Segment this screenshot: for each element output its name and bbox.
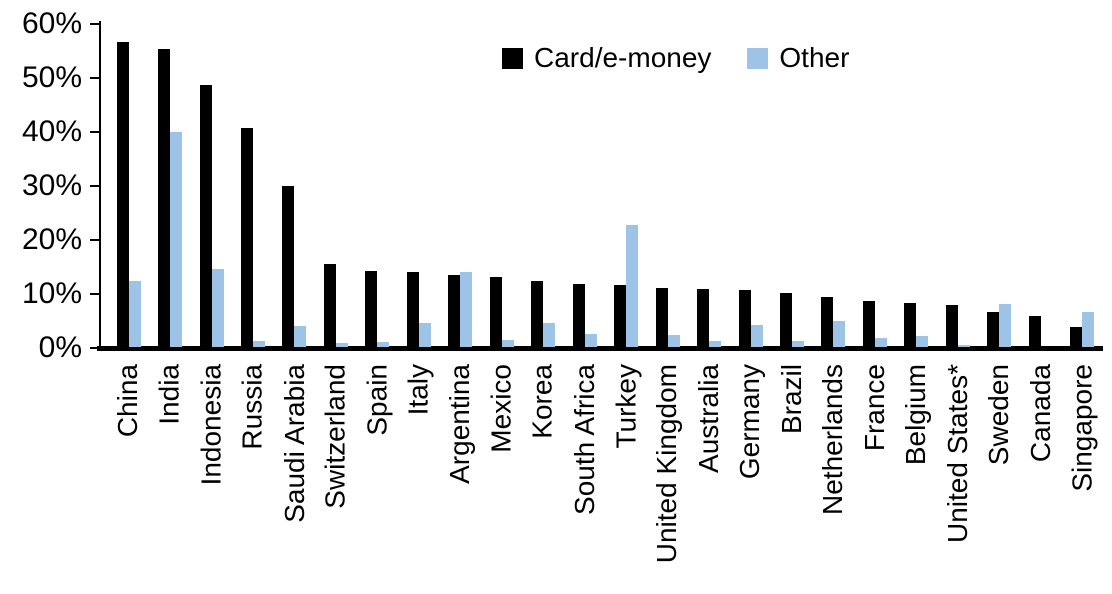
bar-card-e-money (697, 289, 710, 347)
x-category-label: Mexico (485, 364, 517, 453)
legend-item-other: Other (747, 42, 849, 74)
y-tick-label: 40% (21, 115, 82, 148)
bar-other (791, 341, 804, 347)
y-tick (90, 77, 100, 79)
bar-other (833, 321, 846, 347)
x-category-label: United Kingdom (651, 364, 683, 564)
bar-other (418, 323, 431, 347)
x-category-label: Netherlands (817, 364, 849, 515)
y-tick-label: 0% (38, 331, 82, 364)
bar-card-e-money (987, 312, 1000, 347)
bar-other (584, 334, 597, 347)
bar-other (543, 323, 556, 347)
bar-other (170, 132, 183, 347)
legend-swatch-card-e-money (502, 47, 523, 69)
bar-other (377, 342, 390, 347)
bar-other (335, 343, 348, 347)
bar-card-e-money (489, 277, 502, 347)
bar-other (709, 341, 722, 347)
bar-other (916, 336, 929, 347)
bar-other (1082, 312, 1095, 347)
x-category-label: Indonesia (195, 364, 227, 486)
y-tick-label: 20% (21, 223, 82, 256)
bar-other (626, 225, 639, 347)
bar-card-e-money (614, 285, 627, 347)
bar-other (252, 341, 265, 347)
x-category-label: Germany (734, 364, 766, 480)
bar-card-e-money (738, 290, 751, 347)
bar-card-e-money (116, 42, 129, 347)
y-axis-line (99, 21, 101, 351)
bar-card-e-money (945, 305, 958, 347)
legend-item-card-e-money: Card/e-money (502, 42, 711, 74)
x-category-label: Argentina (444, 364, 476, 484)
bar-other (957, 345, 970, 347)
y-tick (90, 23, 100, 25)
legend-label-other: Other (779, 42, 850, 73)
bar-card-e-money (406, 272, 419, 347)
x-category-label: Singapore (1066, 364, 1098, 492)
x-category-label: Canada (1024, 364, 1056, 463)
bar-card-e-money (862, 301, 875, 347)
y-tick (90, 131, 100, 133)
legend-swatch-other (747, 47, 769, 69)
x-category-label: Spain (361, 364, 393, 436)
bar-card-e-money (199, 85, 212, 347)
bar-other (999, 304, 1012, 347)
x-category-label: United States* (941, 364, 973, 543)
y-tick (90, 347, 100, 349)
x-category-label: Saudi Arabia (278, 364, 310, 523)
legend-label-card-e-money: Card/e-money (534, 42, 712, 73)
bar-card-e-money (448, 275, 461, 347)
bar-other (211, 269, 224, 347)
y-tick-label: 60% (21, 7, 82, 40)
x-category-label: Russia (236, 364, 268, 450)
bar-other (750, 325, 763, 347)
bar-other (667, 335, 680, 347)
bar-other (460, 272, 473, 347)
bar-card-e-money (531, 281, 544, 347)
y-tick-label: 10% (21, 277, 82, 310)
bar-card-e-money (655, 288, 668, 347)
x-category-label: India (154, 364, 186, 425)
bar-card-e-money (158, 49, 171, 347)
x-category-label: Turkey (610, 364, 642, 449)
x-category-label: Australia (693, 364, 725, 473)
x-category-label: Switzerland (319, 364, 351, 509)
x-category-label: South Africa (568, 364, 600, 515)
bar-other (874, 338, 887, 347)
x-category-label: Italy (402, 364, 434, 416)
x-category-label: France (858, 364, 890, 452)
y-tick (90, 185, 100, 187)
bar-card-e-money (282, 186, 295, 347)
x-axis-line (97, 346, 1103, 351)
y-tick (90, 239, 100, 241)
bar-card-e-money (240, 128, 253, 347)
bar-other (128, 281, 141, 347)
y-tick-label: 50% (21, 61, 82, 94)
x-category-label: China (112, 364, 144, 438)
bar-card-e-money (821, 297, 834, 347)
bar-other (501, 340, 514, 347)
bar-other (294, 326, 307, 347)
y-tick (90, 293, 100, 295)
bar-card-e-money (1070, 327, 1083, 347)
bar-card-e-money (323, 264, 336, 347)
x-category-label: Sweden (983, 364, 1015, 466)
bar-card-e-money (904, 303, 917, 347)
bar-card-e-money (1028, 316, 1041, 347)
bar-card-e-money (572, 284, 585, 347)
x-category-label: Belgium (900, 364, 932, 466)
x-category-label: Korea (527, 364, 559, 439)
y-tick-label: 30% (21, 169, 82, 202)
bar-card-e-money (779, 293, 792, 347)
bar-card-e-money (365, 271, 378, 347)
legend: Card/e-money Other (502, 42, 849, 74)
x-category-label: Brazil (775, 364, 807, 435)
